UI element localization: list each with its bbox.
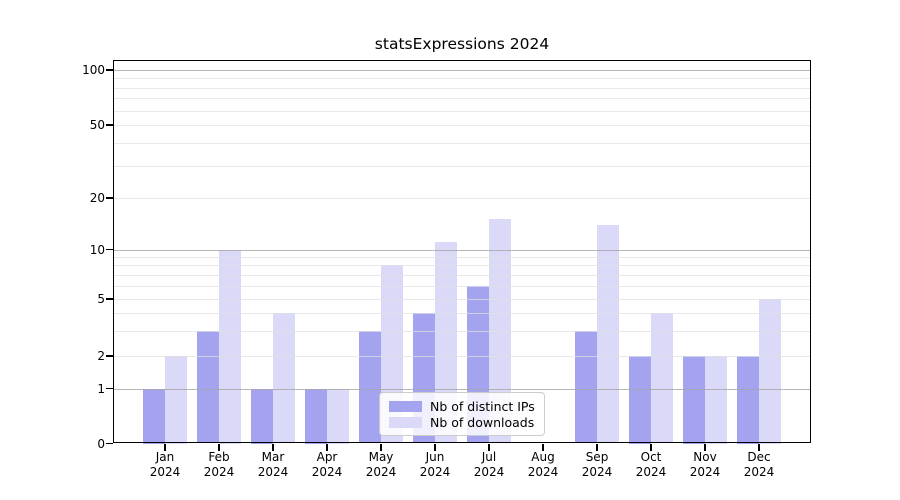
x-tick-label: Jun 2024: [419, 449, 451, 480]
x-tick-mark: [380, 444, 382, 451]
y-tick-mark: [106, 248, 113, 251]
bar-feb-distinct-ips: [197, 330, 219, 444]
bar-may-distinct-ips: [359, 330, 381, 444]
distinct-ips-swatch-icon: [389, 401, 422, 413]
gridline: [114, 330, 810, 332]
bar-oct-downloads: [651, 312, 673, 444]
gridline: [114, 257, 810, 259]
gridline: [114, 285, 810, 287]
bar-sep-distinct-ips: [575, 330, 597, 444]
x-tick-label: Aug 2024: [527, 449, 559, 480]
bar-nov-distinct-ips: [683, 356, 705, 444]
y-tick-mark: [106, 124, 113, 126]
gridline: [114, 70, 810, 71]
y-tick-label: 10: [89, 242, 105, 257]
gridline: [114, 125, 810, 126]
x-tick-label: Apr 2024: [311, 449, 343, 480]
x-tick-label: Nov 2024: [689, 449, 721, 480]
x-tick-mark: [596, 444, 598, 451]
y-tick-label: 1: [97, 381, 105, 396]
bar-jan-distinct-ips: [143, 388, 165, 444]
bar-dec-downloads: [759, 299, 781, 444]
x-tick-mark: [542, 444, 544, 451]
legend-label-distinct-ips: Nb of distinct IPs: [430, 399, 535, 415]
y-tick-mark: [106, 355, 113, 357]
bar-mar-distinct-ips: [251, 388, 273, 444]
y-tick-label: 100: [82, 63, 105, 77]
downloads-swatch-icon: [389, 416, 422, 428]
gridline: [114, 198, 810, 199]
gridline: [114, 274, 810, 276]
y-tick-mark: [106, 69, 113, 71]
bar-oct-distinct-ips: [629, 356, 651, 444]
x-tick-label: Jul 2024: [473, 449, 505, 480]
x-tick-mark: [434, 444, 436, 451]
gridline: [114, 388, 810, 390]
gridline: [114, 265, 810, 267]
gridline: [114, 98, 810, 100]
y-tick-mark: [106, 387, 113, 390]
y-tick-mark: [106, 197, 113, 199]
legend: Nb of distinct IPs Nb of downloads: [379, 392, 545, 436]
x-tick-mark: [650, 444, 652, 451]
x-tick-mark: [488, 444, 490, 451]
bar-nov-downloads: [705, 356, 727, 444]
x-tick-label: Jan 2024: [149, 449, 181, 480]
y-tick-label: 5: [97, 292, 105, 306]
y-tick-mark: [106, 298, 113, 300]
gridline: [114, 356, 810, 357]
bar-feb-downloads: [219, 249, 241, 444]
gridline: [114, 165, 810, 167]
gridline: [114, 142, 810, 144]
y-tick-label: 50: [89, 118, 105, 132]
y-tick-mark: [106, 442, 113, 445]
x-tick-label: Dec 2024: [743, 449, 775, 480]
x-tick-mark: [704, 444, 706, 451]
x-tick-label: Oct 2024: [635, 449, 667, 480]
bar-dec-distinct-ips: [737, 356, 759, 444]
bar-apr-downloads: [327, 388, 349, 444]
x-tick-mark: [164, 444, 166, 451]
gridline: [114, 249, 810, 251]
bar-jan-downloads: [165, 356, 187, 444]
x-tick-mark: [758, 444, 760, 451]
legend-label-downloads: Nb of downloads: [430, 414, 535, 430]
y-tick-label: 2: [97, 349, 105, 363]
x-tick-mark: [272, 444, 274, 451]
bar-apr-distinct-ips: [305, 388, 327, 444]
gridline: [114, 78, 810, 80]
x-tick-label: Feb 2024: [203, 449, 235, 480]
gridline: [114, 110, 810, 112]
legend-row-downloads: Nb of downloads: [389, 415, 536, 431]
bar-mar-downloads: [273, 312, 295, 444]
gridline: [114, 312, 810, 314]
y-tick-label: 0: [97, 436, 105, 451]
x-tick-label: Sep 2024: [581, 449, 613, 480]
chart-title: statsExpressions 2024: [374, 35, 550, 53]
legend-row-distinct-ips: Nb of distinct IPs: [389, 399, 536, 415]
gridline: [114, 87, 810, 89]
x-tick-label: Mar 2024: [257, 449, 289, 480]
x-tick-label: May 2024: [365, 449, 397, 480]
y-tick-label: 20: [89, 191, 105, 205]
x-tick-mark: [326, 444, 328, 451]
x-tick-mark: [218, 444, 220, 451]
gridline: [114, 299, 810, 300]
